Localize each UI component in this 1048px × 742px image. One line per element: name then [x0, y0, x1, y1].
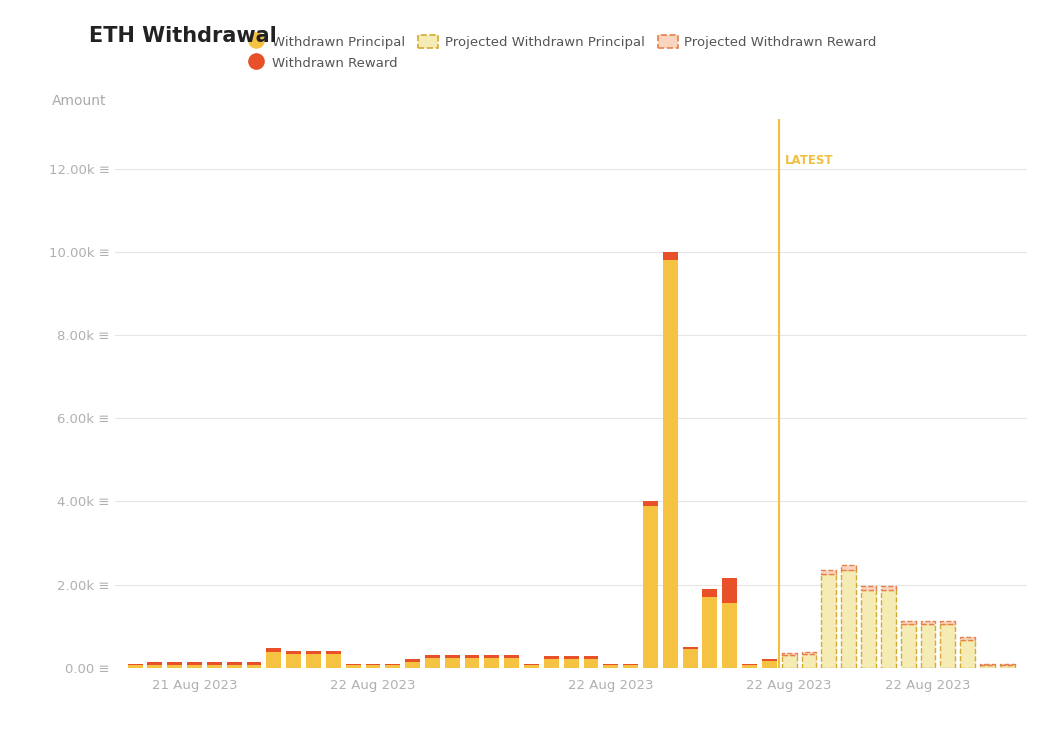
Bar	[900, 621, 916, 624]
Bar	[682, 649, 698, 668]
Bar	[643, 505, 658, 668]
Bar	[564, 656, 578, 659]
Bar	[168, 663, 182, 666]
Bar	[406, 659, 420, 662]
Bar	[881, 590, 896, 668]
Bar	[425, 655, 440, 658]
Bar	[128, 666, 143, 668]
Bar	[286, 651, 301, 654]
Bar	[842, 570, 856, 668]
Bar	[702, 597, 717, 668]
Bar	[226, 666, 242, 668]
Bar	[960, 640, 975, 668]
Bar	[206, 666, 222, 668]
Bar	[742, 664, 757, 666]
Bar	[168, 666, 182, 668]
Bar	[624, 666, 638, 668]
Bar	[128, 663, 143, 666]
Bar	[148, 662, 162, 666]
Bar	[188, 663, 202, 666]
Bar	[662, 260, 678, 668]
Legend: Withdrawn Principal, Withdrawn Reward, Projected Withdrawn Principal, Projected : Withdrawn Principal, Withdrawn Reward, P…	[240, 29, 882, 75]
Bar	[584, 659, 598, 668]
Bar	[326, 651, 341, 654]
Bar	[782, 653, 796, 655]
Bar	[406, 662, 420, 668]
Bar	[722, 577, 737, 603]
Bar	[802, 654, 816, 668]
Bar	[762, 661, 777, 668]
Bar	[662, 252, 678, 260]
Bar	[544, 656, 559, 659]
Bar	[484, 658, 499, 668]
Bar	[861, 586, 876, 590]
Bar	[802, 652, 816, 654]
Bar	[346, 664, 361, 666]
Bar	[544, 659, 559, 668]
Bar	[920, 621, 936, 624]
Bar	[266, 649, 281, 652]
Bar	[822, 574, 836, 668]
Bar	[425, 658, 440, 668]
Bar	[366, 666, 380, 668]
Bar	[286, 654, 301, 668]
Bar	[940, 624, 955, 668]
Bar	[484, 655, 499, 658]
Bar	[524, 664, 539, 666]
Bar	[881, 586, 896, 590]
Bar	[702, 588, 717, 597]
Bar	[188, 666, 202, 668]
Bar	[206, 663, 222, 666]
Bar	[464, 655, 480, 658]
Bar	[861, 590, 876, 668]
Bar	[742, 666, 757, 668]
Bar	[842, 565, 856, 570]
Bar	[504, 658, 519, 668]
Bar	[266, 652, 281, 668]
Bar	[246, 662, 261, 666]
Bar	[306, 651, 321, 654]
Bar	[1000, 664, 1014, 665]
Bar	[604, 664, 618, 666]
Bar	[246, 666, 261, 668]
Bar	[920, 624, 936, 668]
Bar	[822, 570, 836, 574]
Bar	[346, 666, 361, 668]
Bar	[1000, 665, 1014, 668]
Bar	[960, 637, 975, 640]
Bar	[504, 655, 519, 658]
Bar	[464, 658, 480, 668]
Bar	[584, 656, 598, 659]
Text: ETH Withdrawal: ETH Withdrawal	[89, 26, 277, 46]
Bar	[722, 603, 737, 668]
Bar	[444, 658, 460, 668]
Bar	[980, 665, 995, 668]
Bar	[366, 664, 380, 666]
Bar	[643, 502, 658, 505]
Bar	[306, 654, 321, 668]
Bar	[900, 624, 916, 668]
Text: LATEST: LATEST	[785, 154, 834, 167]
Text: Amount: Amount	[51, 93, 106, 108]
Bar	[980, 664, 995, 665]
Bar	[226, 663, 242, 666]
Bar	[386, 664, 400, 666]
Bar	[762, 659, 777, 661]
Bar	[386, 666, 400, 668]
Bar	[940, 621, 955, 624]
Bar	[782, 655, 796, 668]
Bar	[524, 666, 539, 668]
Bar	[624, 664, 638, 666]
Bar	[564, 659, 578, 668]
Bar	[148, 666, 162, 668]
Bar	[444, 655, 460, 658]
Bar	[604, 666, 618, 668]
Bar	[326, 654, 341, 668]
Bar	[682, 646, 698, 649]
